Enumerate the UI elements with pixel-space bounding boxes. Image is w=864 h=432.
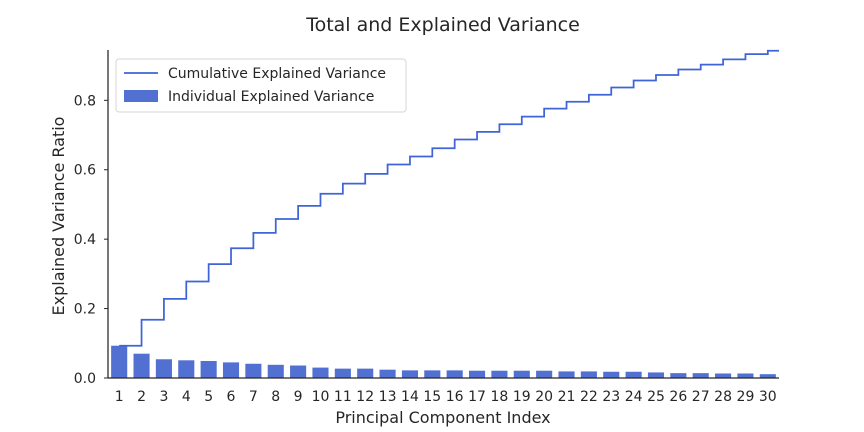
legend: Cumulative Explained Variance Individual… (115, 58, 407, 113)
bar-pc-5 (200, 360, 217, 378)
y-tick-label: 0.2 (74, 302, 96, 318)
x-tick-label: 18 (491, 389, 509, 405)
bar-pc-22 (580, 371, 597, 378)
bar-pc-13 (379, 369, 396, 378)
x-tick-label: 8 (271, 389, 280, 405)
bar-pc-10 (312, 367, 329, 378)
x-tick-label: 6 (227, 389, 236, 405)
y-tick-label: 0.4 (74, 232, 96, 248)
x-tick-label: 9 (294, 389, 303, 405)
y-tick-labels: 0.0 0.2 0.4 0.6 0.8 (74, 93, 108, 387)
bar-pc-1 (111, 345, 128, 378)
bar-pc-17 (469, 370, 486, 378)
x-tick-label: 22 (580, 389, 598, 405)
x-tick-label: 10 (312, 389, 330, 405)
y-axis-label: Explained Variance Ratio (49, 117, 68, 316)
bar-pc-3 (155, 359, 172, 378)
legend-label-individual: Individual Explained Variance (168, 89, 374, 105)
x-tick-label: 1 (115, 389, 124, 405)
bar-pc-21 (558, 371, 575, 378)
bar-pc-20 (536, 370, 553, 378)
x-tick-label: 17 (468, 389, 486, 405)
y-tick-label: 0.6 (74, 163, 96, 179)
bar-pc-11 (334, 368, 351, 378)
x-tick-label: 24 (625, 389, 643, 405)
x-tick-label: 25 (647, 389, 665, 405)
x-tick-label: 3 (159, 389, 168, 405)
x-tick-label: 11 (334, 389, 352, 405)
x-tick-label: 13 (379, 389, 397, 405)
bar-pc-2 (133, 353, 150, 378)
x-tick-label: 20 (535, 389, 553, 405)
x-tick-label: 21 (558, 389, 576, 405)
bar-pc-30 (759, 374, 776, 378)
bar-pc-29 (737, 373, 754, 378)
bar-pc-6 (222, 362, 240, 378)
x-tick-label: 19 (513, 389, 531, 405)
x-tick-label: 23 (602, 389, 620, 405)
bar-series (111, 345, 776, 378)
x-tick-label: 2 (137, 389, 146, 405)
x-tick-label: 7 (249, 389, 258, 405)
bar-pc-12 (357, 368, 374, 378)
y-tick-label: 0.0 (74, 371, 96, 387)
bar-pc-9 (290, 365, 307, 378)
x-tick-label: 26 (669, 389, 687, 405)
x-tick-label: 14 (401, 389, 419, 405)
bar-pc-23 (603, 371, 620, 378)
bar-pc-16 (446, 370, 463, 378)
bar-pc-26 (670, 373, 687, 378)
bar-pc-14 (401, 370, 418, 378)
x-tick-label: 29 (737, 389, 755, 405)
chart-title: Total and Explained Variance (305, 14, 580, 36)
bar-pc-15 (424, 370, 441, 378)
bar-pc-28 (715, 373, 732, 378)
bar-pc-19 (513, 370, 530, 378)
x-tick-label: 30 (759, 389, 777, 405)
x-tick-label: 15 (423, 389, 441, 405)
bar-pc-24 (625, 371, 642, 378)
bar-pc-7 (245, 363, 262, 378)
bar-pc-8 (267, 364, 284, 378)
x-tick-labels: 1 2 3 4 5 6 7 8 9 10 11 12 13 14 15 16 17 18 19 20 21 22 23 24 2… (115, 389, 777, 405)
bar-pc-27 (692, 373, 709, 378)
x-tick-label: 16 (446, 389, 464, 405)
legend-bar-swatch (124, 90, 158, 102)
x-tick-label: 5 (204, 389, 213, 405)
x-axis-label: Principal Component Index (335, 408, 550, 427)
x-tick-label: 27 (692, 389, 710, 405)
bar-pc-4 (178, 360, 195, 378)
x-tick-label: 12 (356, 389, 374, 405)
bar-pc-25 (647, 372, 665, 378)
x-tick-label: 28 (714, 389, 732, 405)
legend-label-cumulative: Cumulative Explained Variance (168, 66, 386, 82)
bar-pc-18 (491, 370, 508, 378)
y-tick-label: 0.8 (74, 93, 96, 109)
x-tick-label: 4 (182, 389, 191, 405)
cumulative-step-series (119, 49, 779, 347)
cumulative-step-line (119, 49, 779, 347)
legend-frame (115, 58, 407, 113)
